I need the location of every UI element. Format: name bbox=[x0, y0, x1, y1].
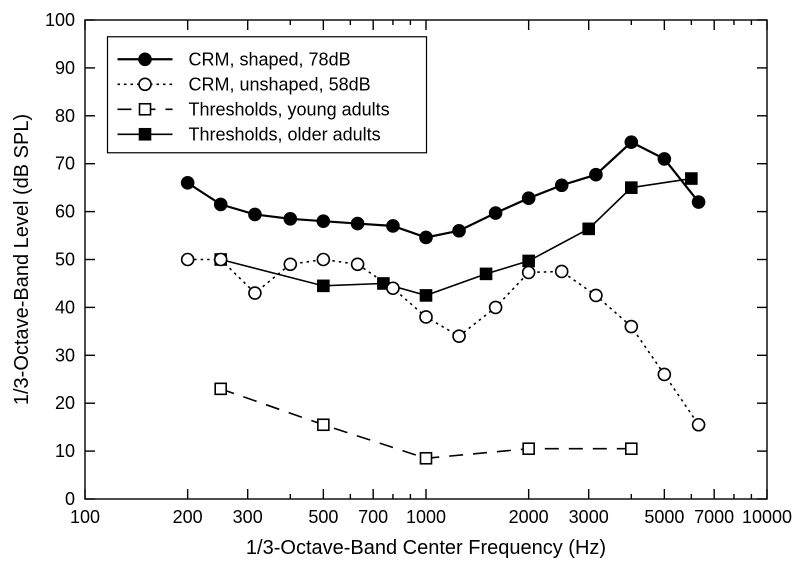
marker-crm_shaped bbox=[352, 218, 364, 230]
y-tick-label: 50 bbox=[55, 250, 75, 270]
marker-crm_shaped bbox=[420, 231, 432, 243]
y-tick-label: 90 bbox=[55, 58, 75, 78]
marker-crm_shaped bbox=[556, 179, 568, 191]
legend-label: CRM, shaped, 78dB bbox=[189, 49, 351, 69]
x-tick-label: 200 bbox=[173, 507, 203, 527]
y-tick-label: 80 bbox=[55, 106, 75, 126]
marker-crm_unshaped bbox=[215, 254, 227, 266]
marker-thresh_young bbox=[523, 443, 534, 454]
marker-thresh_older bbox=[626, 182, 637, 193]
x-tick-label: 500 bbox=[308, 507, 338, 527]
legend-label: Thresholds, young adults bbox=[189, 99, 390, 119]
marker-crm_shaped bbox=[182, 177, 194, 189]
marker-thresh_young bbox=[421, 453, 432, 464]
chart-container: 1002003005007001000200030005000700010000… bbox=[0, 0, 795, 574]
marker-crm_unshaped bbox=[490, 301, 502, 313]
y-tick-label: 0 bbox=[65, 489, 75, 509]
marker-crm_unshaped bbox=[249, 287, 261, 299]
y-axis-label: 1/3-Octave-Band Level (dB SPL) bbox=[11, 114, 33, 405]
legend: CRM, shaped, 78dB CRM, unshaped, 58dB Thre… bbox=[108, 37, 427, 153]
marker-crm_unshaped bbox=[317, 254, 329, 266]
y-tick-label: 60 bbox=[55, 202, 75, 222]
x-tick-label: 2000 bbox=[509, 507, 549, 527]
y-tick-label: 40 bbox=[55, 297, 75, 317]
marker-thresh_young bbox=[626, 443, 637, 454]
marker-thresh_older bbox=[583, 223, 594, 234]
marker-crm_shaped bbox=[590, 169, 602, 181]
marker-crm_shaped bbox=[387, 220, 399, 232]
marker-crm_unshaped bbox=[182, 254, 194, 266]
marker-thresh_older bbox=[421, 290, 432, 301]
x-tick-label: 300 bbox=[233, 507, 263, 527]
marker-thresh_older bbox=[318, 280, 329, 291]
marker-crm_shaped bbox=[284, 213, 296, 225]
y-tick-label: 100 bbox=[45, 10, 75, 30]
x-tick-label: 1000 bbox=[406, 507, 446, 527]
legend-label: CRM, unshaped, 58dB bbox=[189, 74, 371, 94]
x-tick-label: 3000 bbox=[569, 507, 609, 527]
marker-crm_unshaped bbox=[284, 258, 296, 270]
marker-crm_unshaped bbox=[387, 282, 399, 294]
octave-band-chart: 1002003005007001000200030005000700010000… bbox=[0, 0, 795, 574]
x-tick-label: 700 bbox=[358, 507, 388, 527]
y-tick-label: 20 bbox=[55, 393, 75, 413]
marker-crm_shaped bbox=[658, 153, 670, 165]
marker-crm_unshaped bbox=[420, 311, 432, 323]
marker-thresh_older bbox=[686, 173, 697, 184]
marker-crm_shaped bbox=[249, 208, 261, 220]
marker-crm_shaped bbox=[693, 196, 705, 208]
x-tick-label: 5000 bbox=[644, 507, 684, 527]
legend-label: Thresholds, older adults bbox=[189, 124, 381, 144]
x-tick-label: 10000 bbox=[742, 507, 792, 527]
marker-crm_shaped bbox=[490, 207, 502, 219]
marker-crm_shaped bbox=[215, 198, 227, 210]
x-tick-label: 100 bbox=[70, 507, 100, 527]
x-axis-label: 1/3-Octave-Band Center Frequency (Hz) bbox=[246, 537, 606, 559]
marker-thresh_young bbox=[215, 383, 226, 394]
x-tick-label: 7000 bbox=[694, 507, 734, 527]
marker-thresh_older bbox=[481, 268, 492, 279]
marker-thresh_older bbox=[523, 255, 534, 266]
y-tick-label: 70 bbox=[55, 154, 75, 174]
marker-crm_unshaped bbox=[352, 258, 364, 270]
y-tick-label: 10 bbox=[55, 441, 75, 461]
marker-crm_shaped bbox=[317, 215, 329, 227]
marker-thresh_young bbox=[318, 419, 329, 430]
marker-crm_unshaped bbox=[590, 289, 602, 301]
marker-crm_shaped bbox=[453, 225, 465, 237]
marker-crm_shaped bbox=[625, 136, 637, 148]
y-tick-label: 30 bbox=[55, 345, 75, 365]
marker-crm_unshaped bbox=[453, 330, 465, 342]
marker-crm_unshaped bbox=[556, 265, 568, 277]
marker-crm_unshaped bbox=[693, 419, 705, 431]
marker-crm_shaped bbox=[523, 192, 535, 204]
marker-crm_unshaped bbox=[658, 368, 670, 380]
marker-crm_unshaped bbox=[625, 321, 637, 333]
marker-crm_unshaped bbox=[523, 266, 535, 278]
